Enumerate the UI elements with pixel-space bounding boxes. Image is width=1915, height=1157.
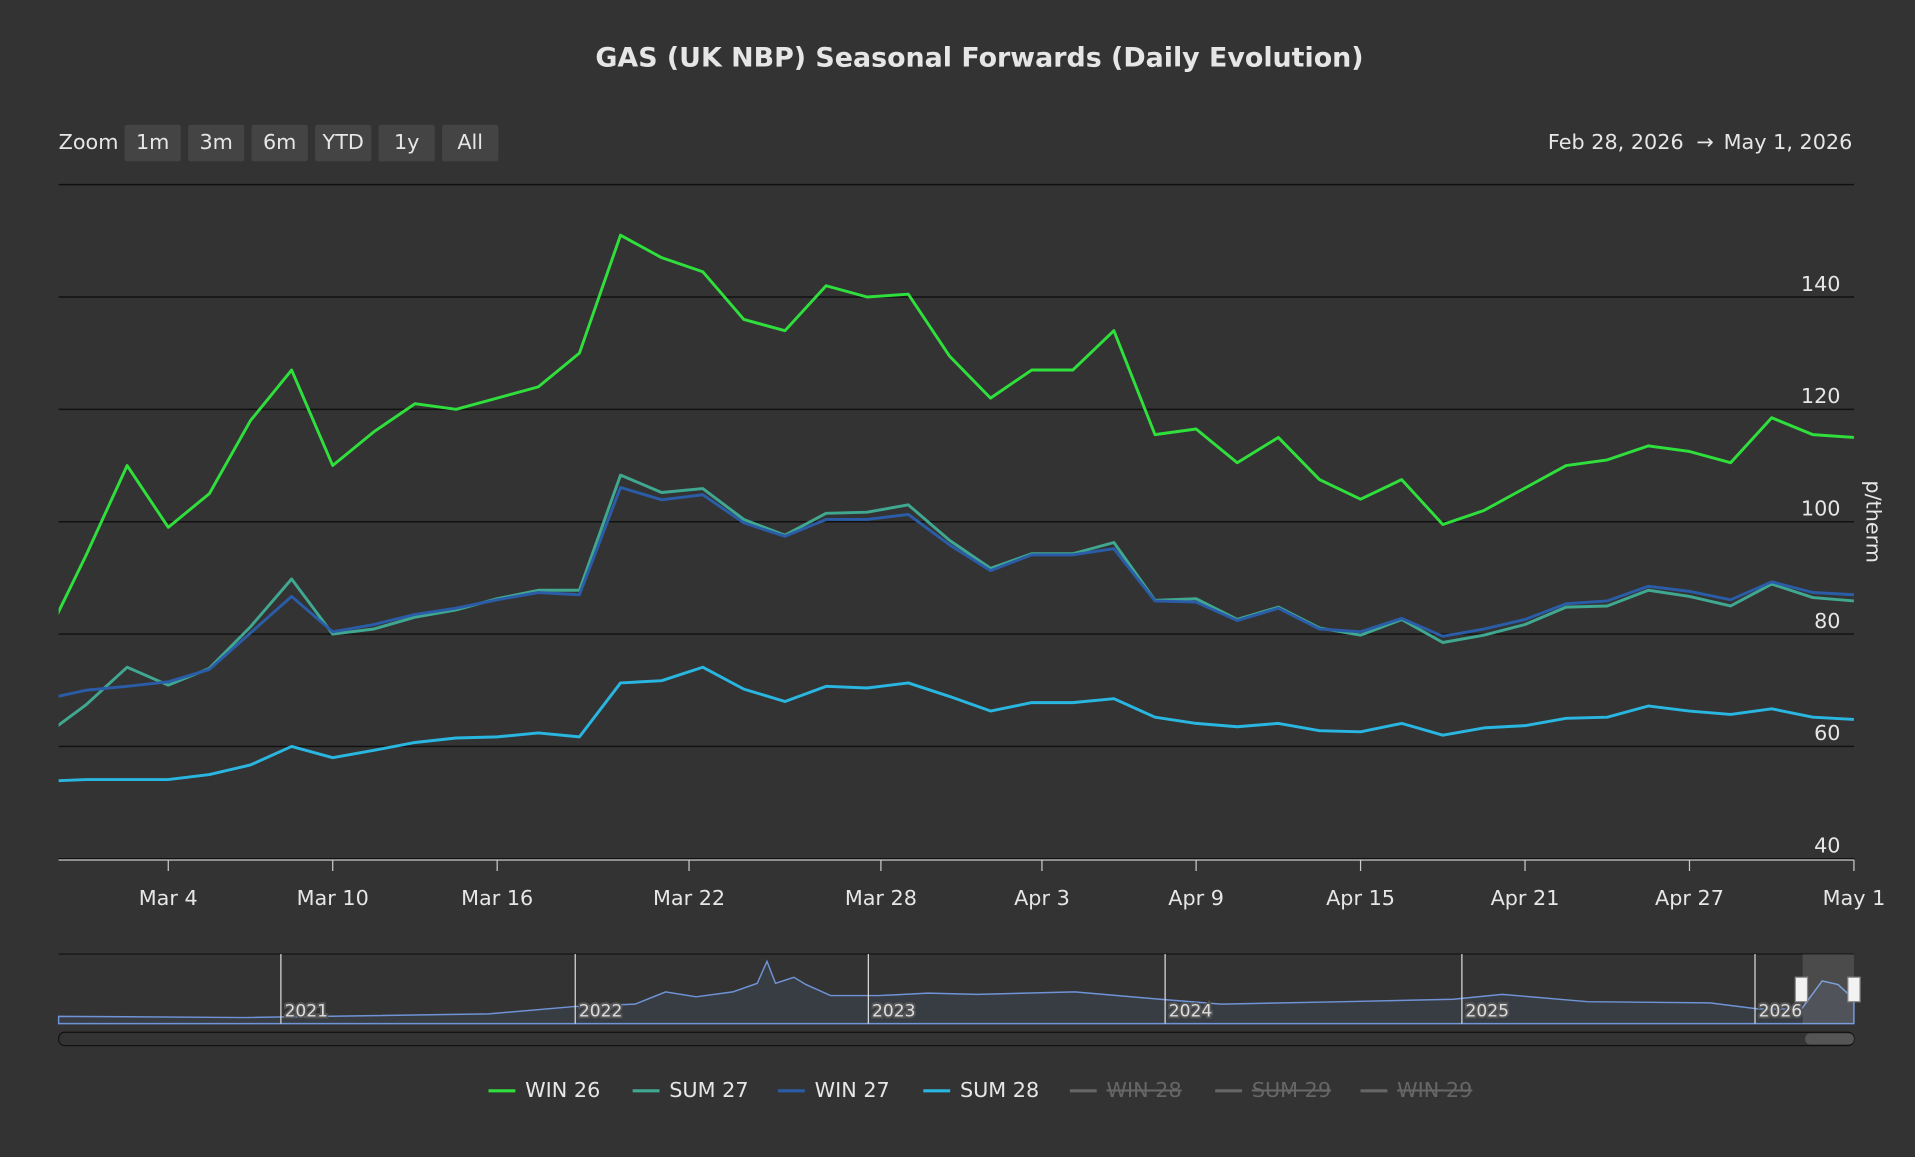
navigator-handle[interactable]	[1794, 976, 1809, 1003]
series-line	[58, 233, 1854, 615]
zoom-button-label: 1m	[136, 130, 169, 154]
navigator[interactable]	[57, 953, 1861, 1047]
navigator-year: 2021	[285, 1001, 328, 1021]
zoom-button-label: All	[457, 130, 483, 154]
range-to: May 1, 2026	[1724, 130, 1853, 154]
y-tick-label: 120	[1801, 384, 1841, 408]
zoom-button[interactable]: 6m	[251, 124, 308, 162]
y-tick-label: 80	[1814, 609, 1840, 633]
legend-item-hidden[interactable]: WIN 29	[1360, 1078, 1473, 1102]
legend-item[interactable]: WIN 27	[777, 1078, 890, 1102]
x-tick-label: Apr 15	[1326, 886, 1395, 910]
zoom-button[interactable]: 3m	[188, 124, 245, 162]
x-tick-label: Mar 28	[845, 886, 917, 910]
zoom-button-bg	[378, 124, 435, 162]
navigator-year: 2023	[872, 1001, 915, 1021]
x-tick-label: Apr 21	[1491, 886, 1560, 910]
x-tick-label: Apr 27	[1655, 886, 1724, 910]
y-tick-label: 100	[1801, 496, 1841, 520]
series-line	[58, 473, 1854, 727]
zoom-button[interactable]: All	[442, 124, 499, 162]
zoom-button[interactable]: 1m	[124, 124, 181, 162]
legend-label: SUM 29	[1252, 1078, 1331, 1102]
x-tick-label: Apr 9	[1168, 886, 1224, 910]
chart-title: GAS (UK NBP) Seasonal Forwards (Daily Ev…	[595, 42, 1363, 73]
y-tick-label: 60	[1814, 721, 1840, 745]
legend-label: SUM 27	[669, 1078, 748, 1102]
legend-item-hidden[interactable]: WIN 28	[1069, 1078, 1182, 1102]
zoom-button[interactable]: 1y	[378, 124, 435, 162]
plot-area	[58, 233, 1854, 783]
navigator-year: 2025	[1466, 1001, 1509, 1021]
y-tick-label: 40	[1814, 834, 1840, 858]
x-tick-label: Mar 16	[461, 886, 533, 910]
series-line	[58, 665, 1854, 783]
zoom-button-bg	[315, 124, 372, 162]
legend-label: WIN 28	[1106, 1078, 1181, 1102]
legend-label: WIN 26	[525, 1078, 600, 1102]
zoom-button-label: 1y	[394, 130, 419, 154]
y-tick-label: 140	[1801, 272, 1841, 296]
legend-label: WIN 27	[815, 1078, 890, 1102]
range-arrow: →	[1696, 130, 1713, 154]
zoom-button-label: 6m	[263, 130, 296, 154]
navigator-handle[interactable]	[1847, 976, 1861, 1003]
x-tick-label: Mar 22	[653, 886, 725, 910]
x-tick-label: May 1	[1823, 886, 1886, 910]
y-axis-title: p/therm	[1861, 480, 1885, 563]
navigator-year: 2022	[579, 1001, 622, 1021]
navigator-series	[57, 959, 1855, 1025]
navigator-year: 2024	[1169, 1001, 1212, 1021]
x-tick-label: Mar 10	[297, 886, 369, 910]
series-line	[58, 485, 1854, 698]
x-tick-label: Apr 3	[1014, 886, 1070, 910]
zoom-button-label: YTD	[322, 130, 364, 154]
zoom-button-label: 3m	[199, 130, 232, 154]
navigator-mask	[1802, 954, 1854, 1024]
navigator-year: 2026	[1759, 1001, 1802, 1021]
zoom-label: Zoom	[59, 130, 119, 154]
zoom-button-bg	[124, 124, 181, 162]
range-from: Feb 28, 2026	[1548, 130, 1684, 154]
zoom-button-bg	[251, 124, 308, 162]
zoom-button-bg	[442, 124, 499, 162]
zoom-button[interactable]: YTD	[315, 124, 372, 162]
legend-item-hidden[interactable]: SUM 29	[1215, 1078, 1331, 1102]
legend-label: SUM 28	[960, 1078, 1039, 1102]
legend-item[interactable]: WIN 26	[488, 1078, 601, 1102]
scrollbar-thumb[interactable]	[1805, 1033, 1854, 1045]
legend-item[interactable]: SUM 28	[923, 1078, 1039, 1102]
x-tick-label: Mar 4	[139, 886, 198, 910]
legend-item[interactable]: SUM 27	[632, 1078, 749, 1102]
zoom-button-bg	[188, 124, 245, 162]
legend-label: WIN 29	[1397, 1078, 1472, 1102]
